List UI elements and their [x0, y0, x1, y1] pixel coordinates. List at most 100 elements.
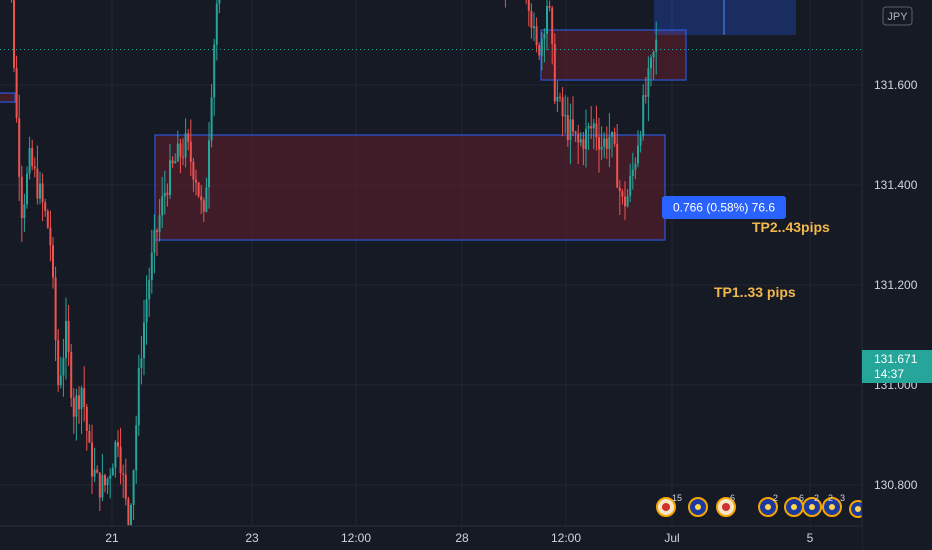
measure-box	[654, 0, 796, 35]
candle	[65, 297, 67, 380]
candle	[72, 388, 75, 434]
candle	[184, 118, 187, 168]
x-tick: 23	[245, 531, 259, 545]
candle	[535, 17, 538, 53]
x-tick: 28	[455, 531, 469, 545]
price-axis[interactable]	[862, 0, 932, 550]
measure-label-box	[662, 196, 786, 219]
event-count: 2	[814, 493, 819, 503]
currency-badge[interactable]	[882, 6, 913, 26]
candle	[18, 94, 21, 202]
candle	[93, 447, 96, 483]
x-tick: 12:00	[551, 531, 581, 545]
candle	[639, 130, 642, 153]
candle	[137, 354, 140, 436]
candles	[10, 0, 658, 547]
x-tick: Jul	[664, 531, 679, 545]
event-count: 3	[840, 493, 845, 503]
candle	[189, 119, 192, 177]
candle	[579, 132, 582, 147]
event-marker[interactable]	[688, 497, 708, 517]
candle	[122, 464, 125, 498]
event-marker[interactable]: 2	[758, 493, 778, 517]
candle	[621, 188, 624, 205]
candle	[111, 463, 114, 476]
currency-badge-label: JPY	[887, 11, 908, 23]
candle	[572, 96, 574, 136]
candle	[556, 80, 559, 113]
candle	[75, 388, 78, 441]
candle	[548, 0, 551, 12]
candle	[587, 122, 590, 151]
candle	[187, 128, 190, 151]
zones	[154, 29, 687, 241]
candle	[153, 214, 156, 274]
candle	[78, 386, 80, 424]
candle	[195, 169, 197, 196]
event-markers[interactable]: 15 6 2 6 2 2 3	[656, 493, 867, 518]
candle	[582, 131, 585, 166]
event-marker[interactable]: 2	[822, 493, 842, 517]
candle	[135, 415, 138, 484]
current-price-badge: 131.671 14:37	[862, 350, 932, 383]
candle	[44, 198, 47, 217]
candle	[85, 403, 88, 451]
candle	[595, 105, 598, 151]
candle	[182, 138, 184, 166]
candle	[41, 173, 44, 222]
candle	[158, 199, 161, 242]
candle	[546, 0, 548, 51]
candle	[101, 453, 104, 502]
candle	[150, 229, 153, 294]
candle	[166, 183, 169, 207]
current-price-value: 131.671	[874, 352, 918, 366]
candle	[213, 38, 216, 116]
candle	[564, 95, 567, 134]
candle	[26, 166, 28, 209]
candle	[132, 469, 135, 521]
event-marker[interactable]: 15	[656, 493, 682, 517]
candle	[80, 385, 83, 434]
event-marker[interactable]: 6	[716, 493, 736, 517]
candle	[644, 77, 647, 104]
candle	[574, 130, 577, 142]
candle	[647, 56, 650, 122]
candle	[569, 103, 572, 165]
candle	[49, 210, 52, 262]
candle	[629, 163, 632, 203]
candle	[176, 130, 179, 163]
time-axis[interactable]	[0, 526, 862, 550]
candle	[148, 267, 151, 317]
event-marker[interactable]: 2	[802, 493, 822, 517]
measure-tool[interactable]: 0.766 (0.58%) 76.6	[654, 0, 796, 219]
tp1-label: TP1..33 pips	[714, 284, 796, 300]
candle	[143, 299, 145, 376]
candle	[145, 275, 148, 345]
candle	[174, 153, 177, 164]
candle	[88, 424, 91, 444]
time-axis-ticks: 21 23 12:00 28 12:00 Jul 5	[105, 531, 813, 545]
candle	[13, 0, 15, 72]
candle	[533, 12, 535, 41]
candle	[114, 439, 117, 478]
candle	[561, 87, 564, 137]
candle	[130, 503, 132, 530]
candle	[605, 126, 608, 160]
candle	[59, 356, 62, 389]
candle	[618, 180, 621, 215]
candle	[23, 193, 26, 232]
candle	[67, 304, 70, 366]
event-count: 6	[799, 493, 804, 503]
x-tick: 21	[105, 531, 119, 545]
candle	[179, 138, 182, 174]
measure-label: 0.766 (0.58%) 76.6	[673, 201, 775, 215]
zone	[154, 134, 666, 241]
candle	[559, 92, 561, 103]
candle	[104, 473, 106, 493]
candle	[98, 472, 101, 511]
candle	[54, 266, 57, 362]
candle	[543, 28, 546, 63]
candle	[20, 165, 23, 242]
